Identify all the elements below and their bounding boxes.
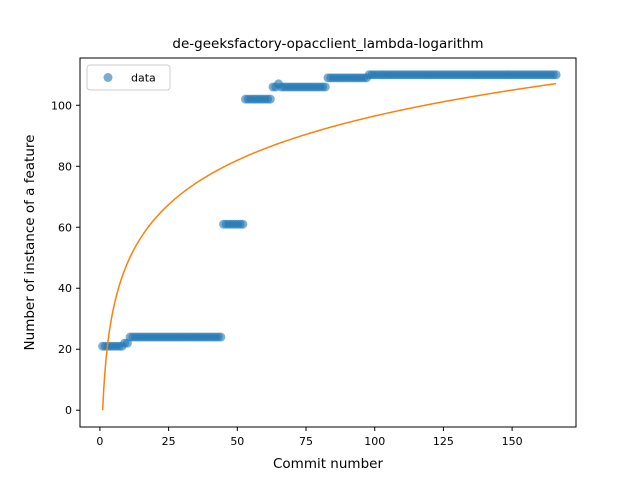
y-ticks: 0 20 40 60 80 100: [51, 99, 80, 417]
x-axis-label: Commit number: [273, 456, 383, 472]
legend-marker-data: [103, 73, 113, 82]
y-axis-label: Number of instance of a feature: [22, 135, 38, 351]
plot-marks: [98, 70, 561, 411]
y-tick-label: 80: [58, 160, 72, 173]
y-tick-label: 0: [65, 404, 72, 417]
x-tick-label: 25: [162, 435, 176, 448]
chart-title: de-geeksfactory-opacclient_lambda-logari…: [172, 36, 483, 52]
data-point: [265, 94, 275, 104]
data-point: [216, 332, 226, 342]
x-tick-label: 0: [96, 435, 103, 448]
legend: data: [86, 64, 171, 91]
legend-label-data: data: [131, 72, 156, 85]
x-tick-label: 100: [364, 435, 385, 448]
data-point: [320, 82, 330, 92]
data-point: [551, 70, 561, 80]
x-tick-label: 75: [299, 435, 313, 448]
legend-box: [86, 64, 171, 91]
x-tick-label: 125: [433, 435, 454, 448]
x-ticks: 0 25 50 75 100 125 150: [96, 427, 523, 448]
y-tick-label: 40: [58, 282, 72, 295]
fit-line: [101, 82, 557, 411]
axes-frame: [79, 57, 577, 428]
data-point: [238, 219, 248, 229]
x-tick-label: 50: [230, 435, 244, 448]
y-tick-label: 20: [58, 343, 72, 356]
x-tick-label: 150: [502, 435, 523, 448]
y-tick-label: 100: [51, 99, 72, 112]
y-tick-label: 60: [58, 221, 72, 234]
